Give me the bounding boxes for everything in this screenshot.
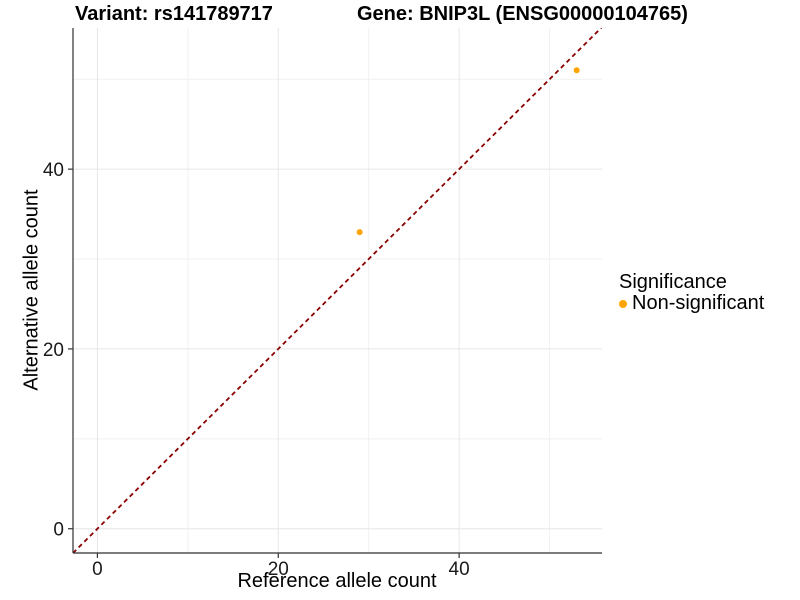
- data-point: [356, 229, 363, 236]
- legend-item: Non-significant: [619, 292, 765, 314]
- x-tick-label: 20: [268, 559, 289, 580]
- legend-point-icon: [619, 299, 627, 308]
- x-tick-label: 40: [449, 559, 470, 580]
- y-axis-title: Alternative allele count: [20, 189, 43, 391]
- x-tick-label: 0: [92, 559, 103, 580]
- x-axis-title: Reference allele count: [237, 570, 437, 592]
- legend-item-label: Non-significant: [632, 292, 765, 314]
- y-tick-label: 40: [43, 160, 64, 181]
- legend-title: Significance: [619, 271, 727, 293]
- plot-title-gene: Gene: BNIP3L (ENSG00000104765): [357, 3, 688, 25]
- y-tick-label: 20: [43, 340, 64, 361]
- identity-reference-line: [73, 28, 602, 553]
- y-tick-label: 0: [53, 520, 64, 541]
- data-point: [573, 67, 580, 74]
- legend: Significance Non-significant: [619, 271, 765, 314]
- plot-title-variant: Variant: rs141789717: [75, 3, 273, 25]
